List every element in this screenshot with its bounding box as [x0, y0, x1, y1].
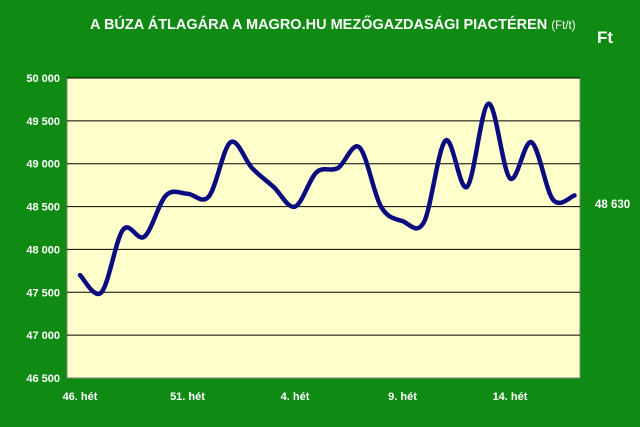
y-tick-label: 47 000: [26, 330, 60, 342]
y-tick-label: 47 500: [26, 287, 60, 299]
y-tick-label: 48 500: [26, 202, 60, 214]
y-tick-label: 50 000: [26, 73, 60, 85]
y-axis-tick-labels: 46 500 47 000 47 500 48 000 48 500 49 000 49 5…: [26, 73, 60, 385]
last-value-label: 48 630: [595, 199, 631, 211]
chart-title-unit: (Ft/t): [551, 20, 576, 32]
y-tick-label: 46 500: [26, 373, 60, 385]
y-unit-label: Ft: [597, 28, 614, 47]
series-line: [77, 101, 577, 297]
x-tick-label: 46. hét: [63, 391, 98, 403]
y-tick-label: 49 000: [26, 159, 60, 171]
x-tick-label: 4. hét: [281, 391, 310, 403]
x-tick-label: 9. hét: [388, 391, 417, 403]
x-tick-label: 14. hét: [493, 391, 528, 403]
x-tick-label: 51. hét: [170, 391, 205, 403]
x-axis-tick-labels: 46. hét 51. hét 4. hét 9. hét 14. hét: [63, 391, 528, 403]
y-tick-label: 48 000: [26, 244, 60, 256]
chart-title: A BÚZA ÁTLAGÁRA A MAGRO.HU MEZŐGAZDASÁGI…: [90, 17, 576, 33]
plot-area: [66, 77, 581, 379]
chart-title-text: A BÚZA ÁTLAGÁRA A MAGRO.HU MEZŐGAZDASÁGI…: [90, 17, 548, 33]
y-tick-label: 49 500: [26, 116, 60, 128]
